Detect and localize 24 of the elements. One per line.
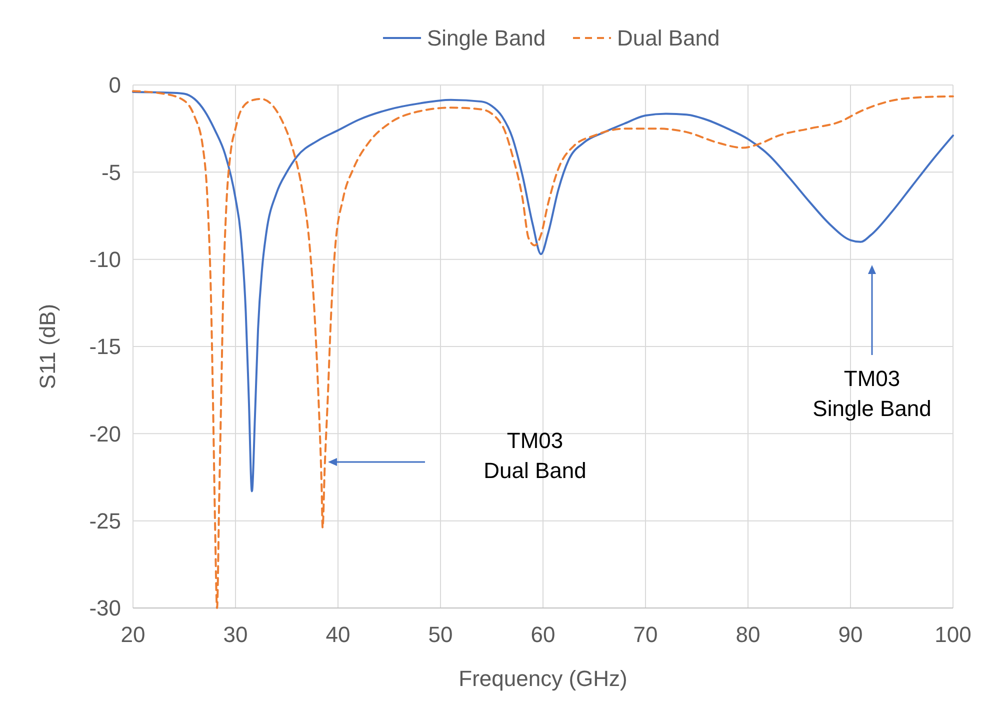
legend-label: Single Band xyxy=(427,26,546,51)
legend-label: Dual Band xyxy=(617,26,720,51)
annotation: TM03 Dual Band xyxy=(484,428,586,483)
y-tick-label: 0 xyxy=(108,72,121,98)
x-tick-label: 90 xyxy=(838,622,863,647)
x-tick-label: 30 xyxy=(223,622,248,647)
y-axis-title: S11 (dB) xyxy=(35,304,60,390)
y-tick-label: -25 xyxy=(89,508,121,534)
x-tick-label: 60 xyxy=(530,622,556,647)
line-series xyxy=(132,90,954,492)
line-series xyxy=(132,90,954,609)
x-tick-label: 20 xyxy=(120,622,146,647)
x-tick-label: 50 xyxy=(428,622,453,647)
x-tick-label: 100 xyxy=(934,622,972,647)
y-tick-label: -5 xyxy=(101,160,121,185)
y-tick-label: -15 xyxy=(89,334,121,360)
y-tick-label: -20 xyxy=(89,421,121,446)
x-tick-label: 40 xyxy=(326,622,350,647)
x-tick-label: 80 xyxy=(736,622,760,647)
x-axis-title: Frequency (GHz) xyxy=(458,666,628,691)
x-tick-label: 70 xyxy=(633,622,658,647)
y-tick-label: -10 xyxy=(89,247,121,272)
y-tick-label: -30 xyxy=(89,596,121,621)
annotation: TM03 Single Band xyxy=(812,366,932,421)
